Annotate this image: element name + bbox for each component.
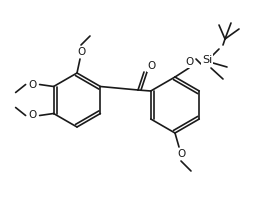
Text: O: O (77, 47, 85, 57)
Text: O: O (29, 79, 37, 89)
Text: O: O (186, 57, 194, 67)
Text: O: O (29, 110, 37, 120)
Text: O: O (177, 149, 185, 159)
Text: O: O (148, 61, 156, 71)
Text: Si: Si (202, 55, 212, 65)
